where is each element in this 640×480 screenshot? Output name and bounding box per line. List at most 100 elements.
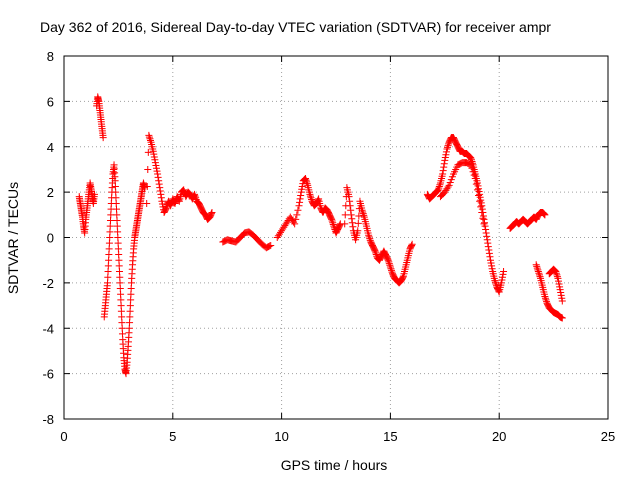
data-point [483, 236, 491, 244]
data-point [328, 215, 336, 223]
data-point [435, 182, 443, 190]
grid-lines [64, 56, 608, 419]
y-tick-label: 6 [47, 94, 54, 109]
data-point [444, 183, 452, 191]
data-point [302, 175, 310, 183]
data-point [302, 176, 310, 184]
data-point [348, 219, 356, 227]
data-point [539, 209, 547, 217]
data-point [434, 186, 442, 194]
data-point [372, 249, 380, 257]
data-point [500, 268, 508, 276]
data-point [293, 211, 301, 219]
data-point [542, 296, 550, 304]
data-point [328, 217, 336, 225]
data-point [347, 211, 355, 219]
data-point [348, 215, 356, 223]
data-point [156, 184, 164, 192]
data-point [479, 214, 487, 222]
plot-frame [63, 55, 609, 420]
data-point [441, 154, 449, 162]
data-point [499, 270, 507, 278]
data-point [444, 143, 452, 151]
data-point [152, 161, 160, 169]
data-point [541, 211, 549, 219]
data-point [90, 190, 98, 198]
data-point [312, 200, 320, 208]
data-point [171, 199, 179, 207]
data-point [157, 194, 165, 202]
data-point [534, 266, 542, 274]
data-point [296, 198, 304, 206]
data-point [341, 211, 349, 219]
data-point [365, 231, 373, 239]
data-point [558, 294, 566, 302]
data-point [555, 280, 563, 288]
y-tick-label: -8 [42, 412, 54, 427]
data-point [541, 294, 549, 302]
data-point [155, 177, 163, 185]
data-point [558, 297, 566, 305]
y-tick-label: 4 [47, 140, 54, 155]
data-point [385, 258, 393, 266]
data-point [439, 167, 447, 175]
data-point [154, 170, 162, 178]
data-point [345, 193, 353, 201]
data-point [536, 273, 544, 281]
x-tick-label: 10 [274, 429, 288, 444]
data-point [366, 236, 374, 244]
data-point [205, 214, 213, 222]
x-axis-label: GPS time / hours [281, 457, 388, 473]
data-point [469, 168, 477, 176]
data-point [355, 212, 363, 220]
data-point [150, 153, 158, 161]
y-tick-label: 0 [47, 231, 54, 246]
data-point [448, 173, 456, 181]
data-point [446, 178, 454, 186]
data-point [153, 167, 161, 175]
data-point [552, 268, 560, 276]
y-tick-label: -6 [42, 367, 54, 382]
data-point [314, 196, 322, 204]
data-point [167, 202, 175, 210]
data-point [291, 220, 299, 228]
data-point [155, 180, 163, 188]
data-point [471, 175, 479, 183]
chart-title: Day 362 of 2016, Sidereal Day-to-day VTE… [40, 19, 551, 35]
data-point [441, 156, 449, 164]
data-point [477, 203, 485, 211]
data-point [346, 197, 354, 205]
data-point [554, 274, 562, 282]
data-point [472, 180, 480, 188]
data-point [192, 194, 200, 202]
data-point [180, 186, 188, 194]
data-point [144, 148, 152, 156]
data-point [371, 247, 379, 255]
data-point [541, 292, 549, 300]
data-point [191, 192, 199, 200]
x-tick-label: 15 [383, 429, 397, 444]
data-point [329, 220, 337, 228]
data-point [467, 161, 475, 169]
data-point [208, 209, 216, 217]
data-point [297, 192, 305, 200]
data-point [341, 220, 349, 228]
data-point [360, 211, 368, 219]
data-point [552, 269, 560, 277]
data-point [534, 268, 542, 276]
data-point [146, 137, 154, 145]
data-point [558, 314, 566, 322]
data-point [329, 219, 337, 227]
data-point [384, 256, 392, 264]
data-point [308, 195, 316, 203]
data-point [470, 171, 478, 179]
data-point [152, 164, 160, 172]
data-point [186, 190, 194, 198]
data-point [347, 206, 355, 214]
data-point [476, 193, 484, 201]
data-point [468, 164, 476, 172]
y-tick-label: -4 [42, 321, 54, 336]
data-point [485, 249, 493, 257]
data-point [349, 223, 357, 231]
data-point [554, 277, 562, 285]
